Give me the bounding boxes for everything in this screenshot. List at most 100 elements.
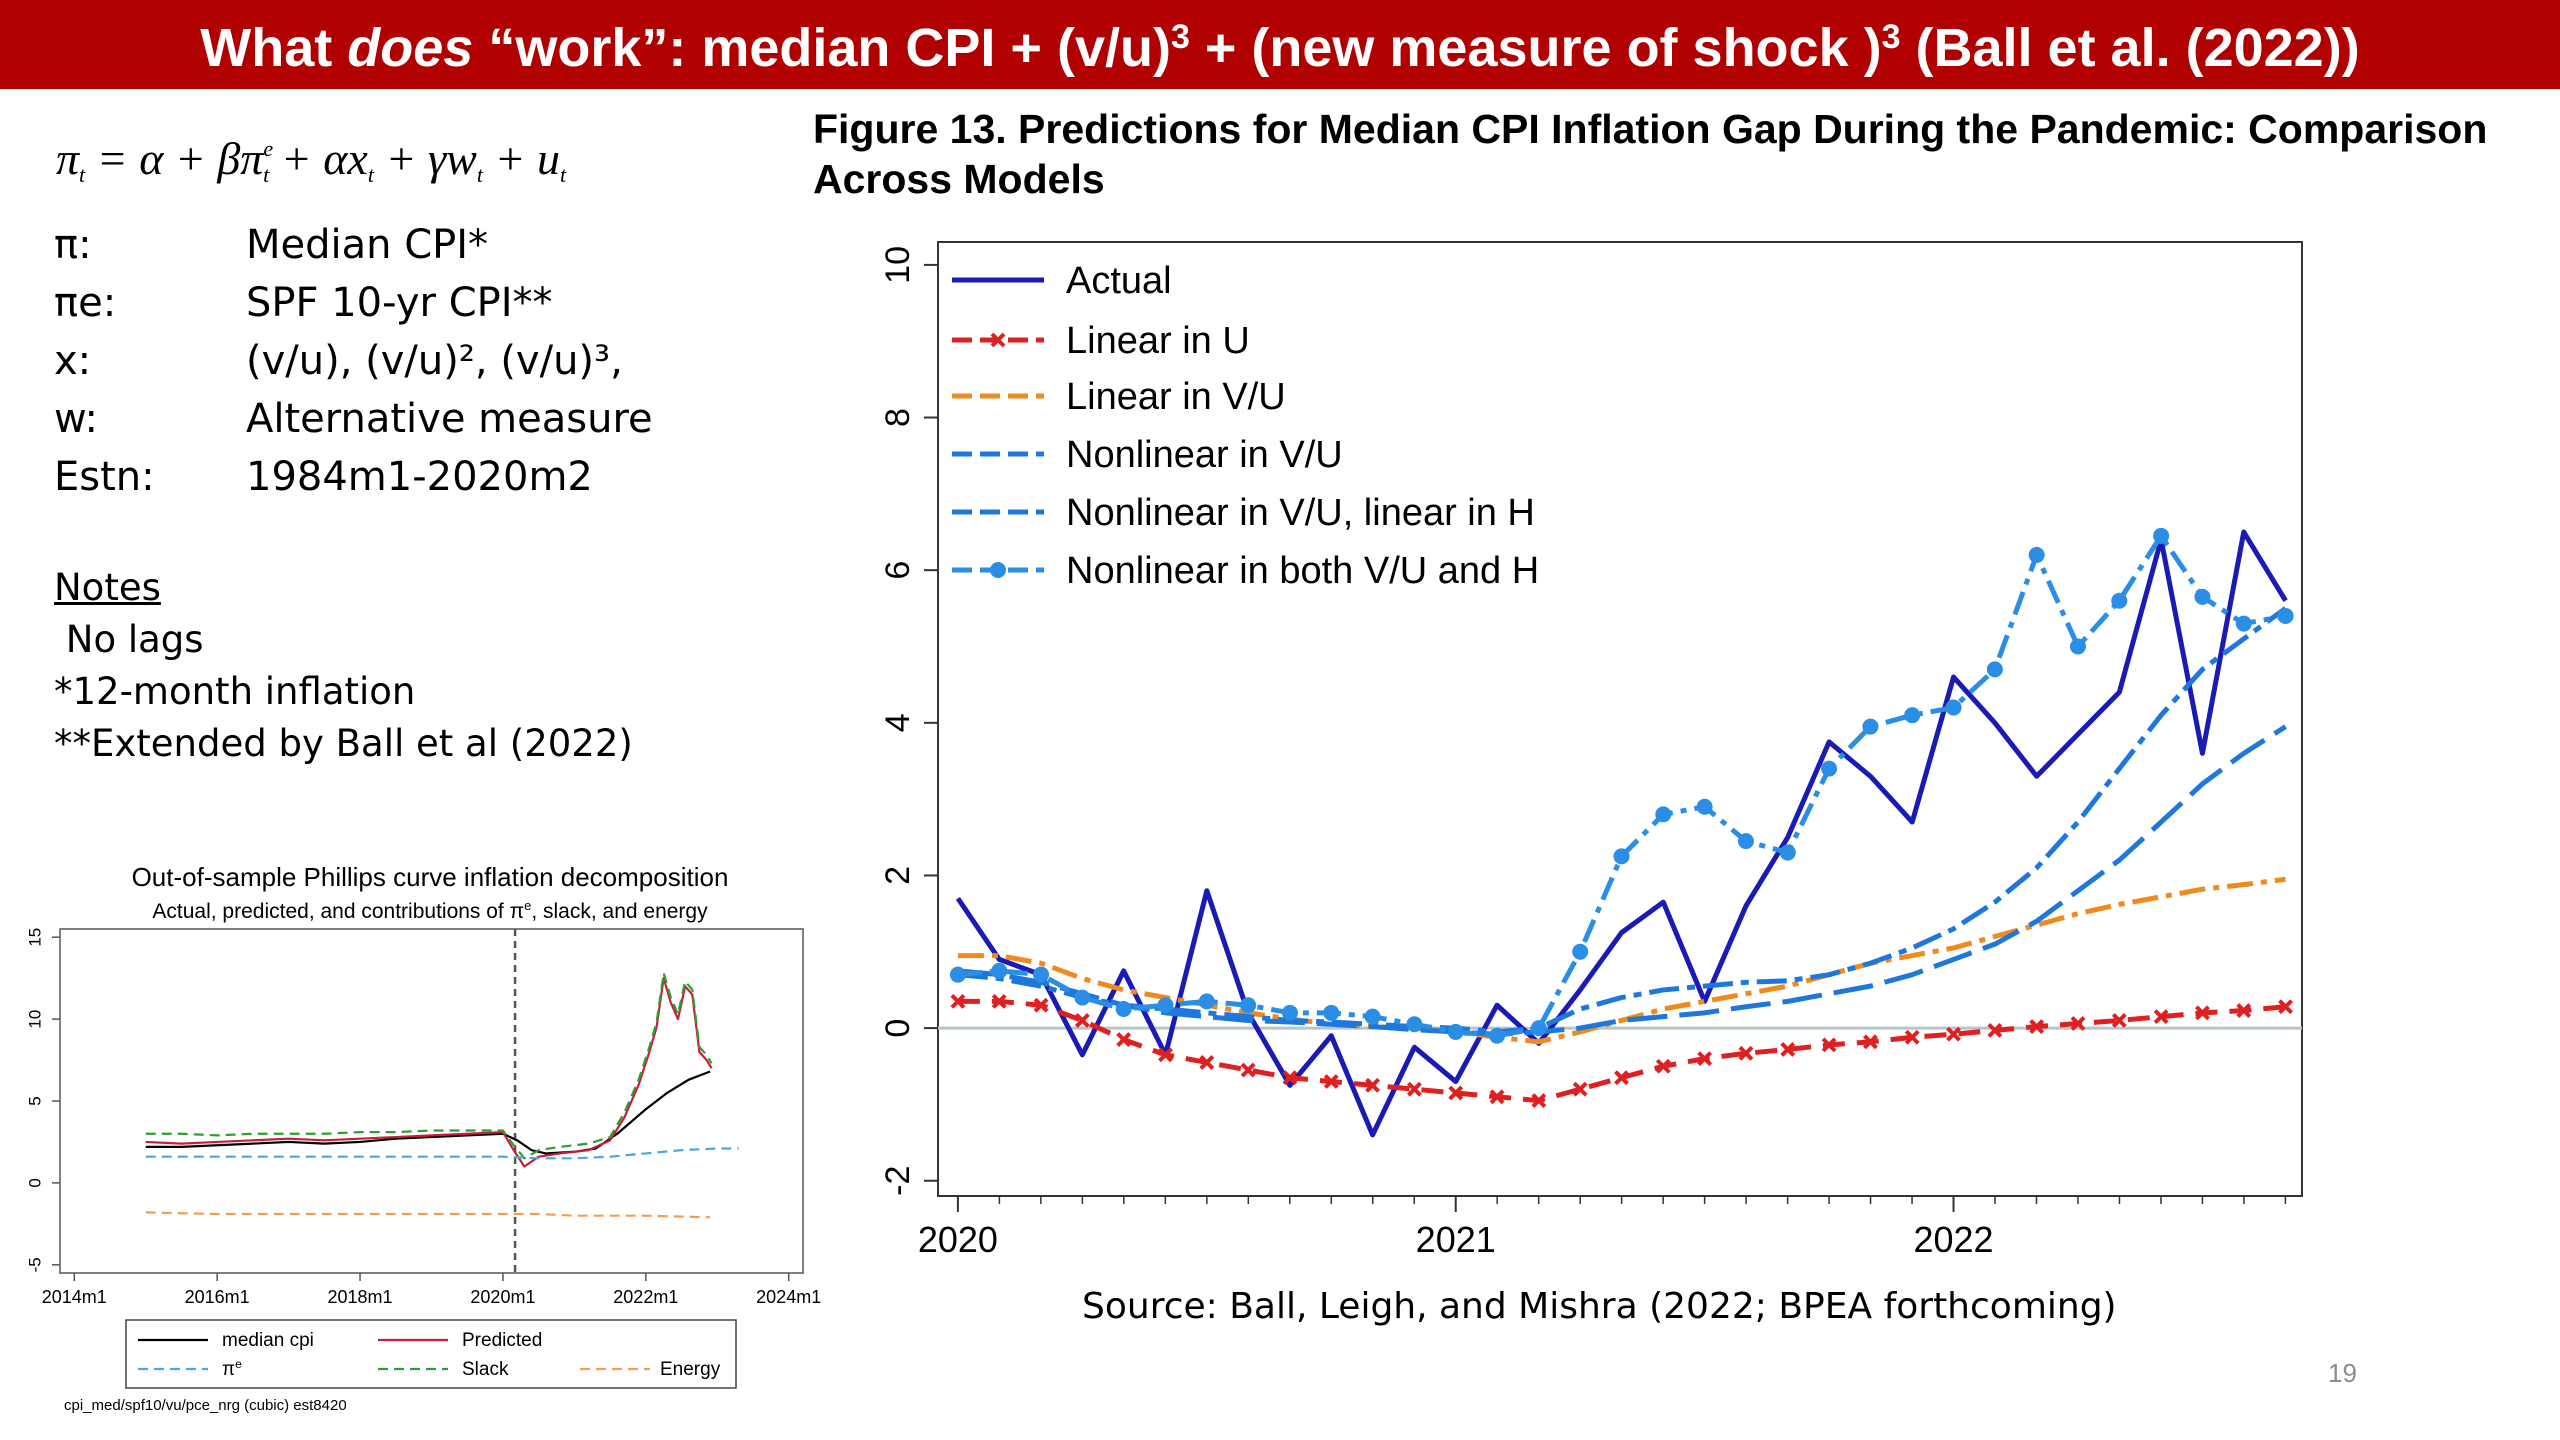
y-tick-label: 8 [879,408,917,427]
series-line [957,606,2288,1035]
inset-series-line [145,1211,711,1219]
y-tick-label: 6 [879,561,917,580]
definition-value: Median CPI* [246,222,489,268]
plot-frame [937,241,2303,1197]
inset-legend-box [125,1319,737,1389]
inset-y-tick-label: 5 [25,1096,44,1105]
legend-label: Actual [1066,260,1172,302]
x-marker [991,993,1007,1009]
inset-x-tick-label: 2016m1 [185,1287,250,1307]
series-line [957,724,2287,1037]
x-marker [1240,1062,1256,1078]
x-marker [1406,1081,1422,1097]
x-marker [1489,1089,1505,1105]
dot-marker [1157,997,1174,1014]
dot-marker [1489,1027,1506,1044]
dot-marker [1986,661,2003,678]
inset-legend-label: median cpi [222,1330,314,1351]
x-marker [1033,997,1049,1013]
dot-marker [2235,615,2252,632]
y-tick-label: 0 [879,1019,917,1038]
definition-symbol: w: [54,396,99,442]
slide-title: What does “work”: median CPI + (v/u)3 + … [200,18,2360,78]
dot-marker [949,966,966,983]
dot-marker [2277,607,2294,624]
legend-label: Linear in V/U [1066,376,1286,418]
series-line [957,998,2286,1104]
inset-legend-label: Slack [462,1359,509,1380]
dot-marker [1115,1001,1132,1018]
dot-marker [2069,638,2086,655]
inset-chart: Out-of-sample Phillips curve inflation d… [25,862,821,1414]
dot-marker [1364,1008,1381,1025]
dot-marker [1447,1023,1464,1040]
x-tick-label: 2020 [918,1219,998,1260]
dot-marker [1779,844,1796,861]
dot-marker [2194,588,2211,605]
definition-symbol: π: [54,222,92,268]
figure-caption: Figure 13. Predictions for Median CPI In… [813,106,2488,202]
dot-marker [1406,1016,1423,1033]
x-marker [1199,1055,1215,1070]
dot-marker [1198,993,1215,1010]
x-tick-label: 2021 [1416,1219,1496,1260]
dot-marker [1696,798,1713,815]
phillips-curve-equation: πt = α + βπet + αxt + γwt + ut [56,133,567,187]
x-marker [2278,999,2293,1015]
dot-marker [1613,848,1630,865]
x-marker [2236,1003,2252,1018]
x-marker [1572,1081,1588,1097]
x-marker [1904,1029,1920,1045]
dot-marker [1074,989,1091,1006]
x-marker [2111,1013,2127,1028]
inset-legend-label-sup: e [235,1357,242,1371]
dot-marker [1323,1004,1340,1021]
series-line [957,876,2286,1045]
definition-value: SPF 10-yr CPI** [246,280,553,326]
dot-marker [1862,718,1879,735]
legend-marker [990,562,1006,578]
x-marker [2070,1016,2086,1031]
note-line: *12-month inflation [54,670,416,713]
x-marker [1862,1034,1878,1050]
inset-x-tick-label: 2014m1 [42,1287,107,1307]
x-marker [950,993,966,1009]
x-marker [1738,1045,1754,1061]
source-note: Source: Ball, Leigh, and Mishra (2022; B… [1082,1286,2117,1327]
inset-legend-label: Energy [660,1359,721,1380]
x-marker [2029,1019,2045,1034]
x-marker [2153,1009,2169,1025]
title-bar [0,0,2560,89]
dot-marker [1655,806,1672,823]
x-tick-label: 2022 [1913,1219,1993,1260]
x-marker [1365,1077,1381,1093]
x-marker [1531,1093,1547,1109]
dot-marker [1737,833,1754,850]
inset-y-tick-label: -5 [25,1257,44,1272]
y-tick-label: 4 [879,713,917,732]
y-tick-label: -2 [879,1166,917,1196]
inset-y-tick-label: 0 [25,1178,44,1187]
x-marker [2195,1005,2210,1021]
x-marker [1987,1022,2003,1038]
definition-symbol: πe: [54,280,117,326]
inset-x-tick-label: 2024m1 [756,1287,821,1307]
inset-x-tick-label: 2018m1 [328,1287,393,1307]
note-line: No lags [54,618,204,661]
inset-footnote: cpi_med/spf10/vu/pce_nrg (cubic) est8420 [64,1397,347,1414]
definition-value: (v/u), (v/u)², (v/u)³, [246,338,623,384]
definition-value: 1984m1-2020m2 [246,454,593,500]
x-marker [1282,1070,1298,1086]
inset-series-line [145,972,713,1160]
dot-marker [2111,592,2128,609]
x-marker [1448,1085,1464,1101]
legend-label: Nonlinear in V/U, linear in H [1066,492,1535,534]
inset-plot-frame [59,928,804,1274]
y-tick-label: 2 [879,866,917,885]
inset-series-line [145,1147,739,1160]
page-number: 19 [2328,1358,2357,1388]
dot-marker [1281,1004,1298,1021]
y-tick-label: 10 [879,246,917,284]
dot-marker [1904,707,1921,724]
inset-chart-title: Out-of-sample Phillips curve inflation d… [132,862,729,892]
